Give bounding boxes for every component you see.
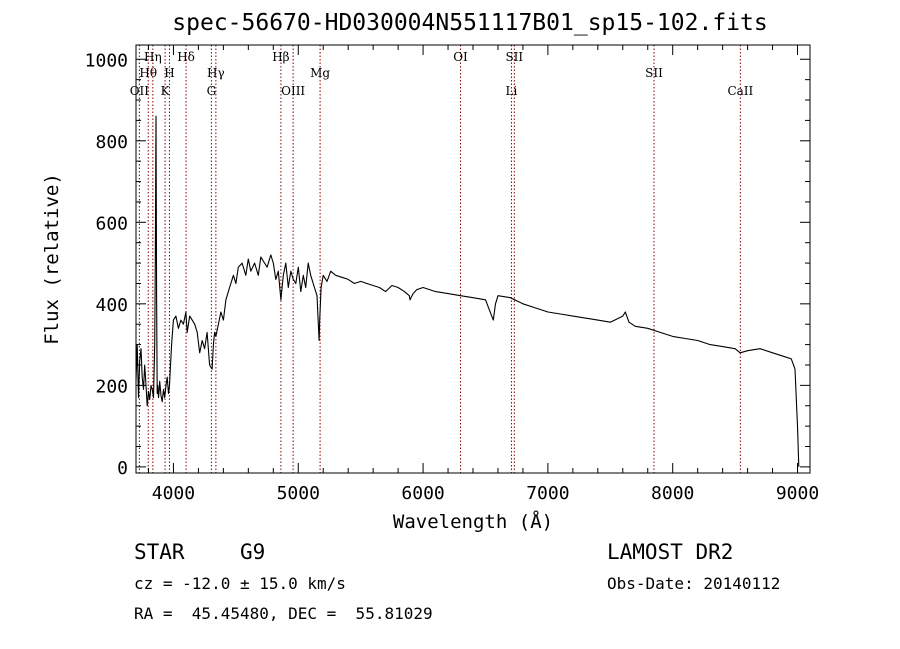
spectral-subclass: G9 (240, 540, 266, 564)
y-tick-label: 400 (95, 295, 128, 316)
spectral-line-label: SII (645, 66, 663, 80)
y-axis: 0 200 400 600 800 1000 (85, 50, 810, 479)
y-tick-label: 1000 (85, 50, 128, 71)
plot-frame (135, 44, 811, 474)
x-tick-label: 9000 (776, 483, 819, 504)
spectral-line-label: Hβ (272, 50, 289, 64)
y-tick-label: 0 (117, 458, 128, 479)
y-tick-label: 600 (95, 213, 128, 234)
spectral-line-label: OII (130, 84, 150, 98)
spectrum-chart: spec-56670-HD030004N551117B01_sp15-102.f… (41, 10, 819, 533)
spectral-line-label: Hγ (207, 66, 225, 80)
x-tick-label: 6000 (401, 483, 444, 504)
y-axis-label: Flux (relative) (41, 173, 63, 345)
x-tick-label: 7000 (526, 483, 569, 504)
redshift-text: cz = -12.0 ± 15.0 km/s (134, 574, 346, 593)
spectral-line-label: SII (505, 50, 523, 64)
spectral-line-label: Hθ (139, 66, 157, 80)
spectral-line-label: Hη (144, 50, 162, 64)
spectral-line-label: Hδ (177, 50, 195, 64)
spectral-line-label: G (207, 84, 217, 98)
spectral-line-label: H (164, 66, 174, 80)
spectral-line-label: OIII (281, 84, 305, 98)
x-axis: 4000 5000 6000 7000 8000 9000 (147, 45, 819, 504)
x-axis-label: Wavelength (Å) (393, 510, 553, 533)
y-tick-label: 200 (95, 376, 128, 397)
spectral-line-label: K (161, 84, 171, 98)
survey-name: LAMOST DR2 (607, 540, 734, 564)
x-tick-label: 8000 (651, 483, 694, 504)
spectrum-flux-line (135, 115, 800, 467)
spectral-line-label: Li (506, 84, 518, 98)
y-tick-label: 800 (95, 132, 128, 153)
spectral-line-label: OI (453, 50, 468, 64)
x-tick-label: 4000 (152, 483, 195, 504)
object-type: STAR (134, 540, 185, 564)
obs-date-text: Obs-Date: 20140112 (607, 574, 781, 593)
spectrum-series (135, 115, 800, 467)
spectral-line-label: CaII (727, 84, 753, 98)
x-tick-label: 5000 (277, 483, 320, 504)
spectral-line-label: Mg (310, 66, 330, 80)
coordinates-text: RA = 45.45480, DEC = 55.81029 (134, 604, 433, 623)
chart-title: spec-56670-HD030004N551117B01_sp15-102.f… (172, 10, 767, 36)
